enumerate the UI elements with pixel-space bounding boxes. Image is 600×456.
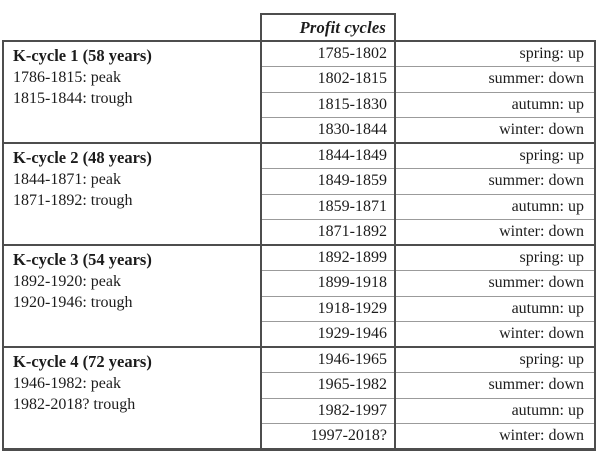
period-cell: 1946-1965 xyxy=(260,346,396,373)
kcycle-4-trough-line: 1982-2018? trough xyxy=(13,396,136,413)
table-row: 1830-1844 winter: down xyxy=(3,117,596,143)
season-cell: summer: down xyxy=(395,372,596,398)
period-cell: 1918-1929 xyxy=(260,295,396,322)
kcycle-4-peak-line: 1946-1982: peak xyxy=(13,375,121,392)
kcycle-3-title: K-cycle 3 (54 years) xyxy=(13,250,152,269)
table-row: 1859-1871 autumn: up xyxy=(3,193,596,220)
kcycle-2-summary-cell: K-cycle 2 (48 years) 1844-1871: peak 187… xyxy=(2,142,262,246)
table-row: 1899-1918 summer: down xyxy=(3,270,596,296)
period-cell: 1871-1892 xyxy=(260,219,396,245)
kcycle-profit-cycles-table: Profit cycles K-cycle 1 (58 years) 1786-… xyxy=(2,13,596,451)
table-row: 1849-1859 summer: down xyxy=(3,168,596,194)
period-cell: 1802-1815 xyxy=(260,66,396,92)
period-cell: 1965-1982 xyxy=(260,372,396,398)
kcycle-4-title: K-cycle 4 (72 years) xyxy=(13,352,152,371)
season-cell: autumn: up xyxy=(395,193,596,220)
period-cell: 1849-1859 xyxy=(260,168,396,194)
profit-cycles-header: Profit cycles xyxy=(260,13,396,42)
kcycle-2-title: K-cycle 2 (48 years) xyxy=(13,148,152,167)
period-cell: 1899-1918 xyxy=(260,270,396,296)
kcycle-3-trough-line: 1920-1946: trough xyxy=(13,294,133,311)
period-cell: 1982-1997 xyxy=(260,397,396,424)
season-cell: autumn: up xyxy=(395,295,596,322)
table-row: K-cycle 2 (48 years) 1844-1871: peak 187… xyxy=(2,142,596,246)
season-cell: autumn: up xyxy=(395,91,596,118)
period-cell: 1929-1946 xyxy=(260,321,396,347)
season-cell: winter: down xyxy=(395,219,596,245)
season-cell: summer: down xyxy=(395,168,596,194)
table-row: 1918-1929 autumn: up xyxy=(3,295,596,322)
period-cell: 1859-1871 xyxy=(260,193,396,220)
kcycle-1-trough-line: 1815-1844: trough xyxy=(13,90,133,107)
kcycle-4-summary-cell: K-cycle 4 (72 years) 1946-1982: peak 198… xyxy=(2,346,262,451)
header-left-spacer xyxy=(3,14,261,41)
kcycle-3-summary-cell: K-cycle 3 (54 years) 1892-1920: peak 192… xyxy=(2,244,262,348)
season-cell: winter: down xyxy=(395,423,596,451)
table-row: K-cycle 4 (72 years) 1946-1982: peak 198… xyxy=(2,346,596,451)
kcycle-2-trough-line: 1871-1892: trough xyxy=(13,192,133,209)
period-cell: 1830-1844 xyxy=(260,117,396,143)
table-row: 1965-1982 summer: down xyxy=(3,372,596,398)
table-row: 1997-2018? winter: down xyxy=(3,423,596,451)
season-cell: summer: down xyxy=(395,66,596,92)
kcycle-2-peak-line: 1844-1871: peak xyxy=(13,171,121,188)
period-cell: 1997-2018? xyxy=(260,423,396,451)
kcycle-1-title: K-cycle 1 (58 years) xyxy=(13,46,152,65)
season-cell: spring: up xyxy=(395,346,596,373)
table-row: 1982-1997 autumn: up xyxy=(3,397,596,424)
season-cell: winter: down xyxy=(395,321,596,347)
season-cell: autumn: up xyxy=(395,397,596,424)
header-row: Profit cycles xyxy=(3,13,595,42)
kcycle-1-peak-line: 1786-1815: peak xyxy=(13,69,121,86)
season-cell: spring: up xyxy=(395,142,596,169)
table-row: 1871-1892 winter: down xyxy=(3,219,596,245)
season-cell: winter: down xyxy=(395,117,596,143)
period-cell: 1785-1802 xyxy=(260,40,396,67)
kcycle-1-summary-cell: K-cycle 1 (58 years) 1786-1815: peak 181… xyxy=(2,40,262,144)
kcycle-3-peak-line: 1892-1920: peak xyxy=(13,273,121,290)
season-cell: spring: up xyxy=(395,244,596,271)
period-cell: 1892-1899 xyxy=(260,244,396,271)
header-right-spacer xyxy=(395,14,595,41)
season-cell: summer: down xyxy=(395,270,596,296)
table-row: K-cycle 1 (58 years) 1786-1815: peak 181… xyxy=(2,40,596,144)
table-row: 1802-1815 summer: down xyxy=(3,66,596,92)
season-cell: spring: up xyxy=(395,40,596,67)
table-row: 1929-1946 winter: down xyxy=(3,321,596,347)
table-row: K-cycle 3 (54 years) 1892-1920: peak 192… xyxy=(2,244,596,348)
period-cell: 1815-1830 xyxy=(260,91,396,118)
table-row: 1815-1830 autumn: up xyxy=(3,91,596,118)
period-cell: 1844-1849 xyxy=(260,142,396,169)
